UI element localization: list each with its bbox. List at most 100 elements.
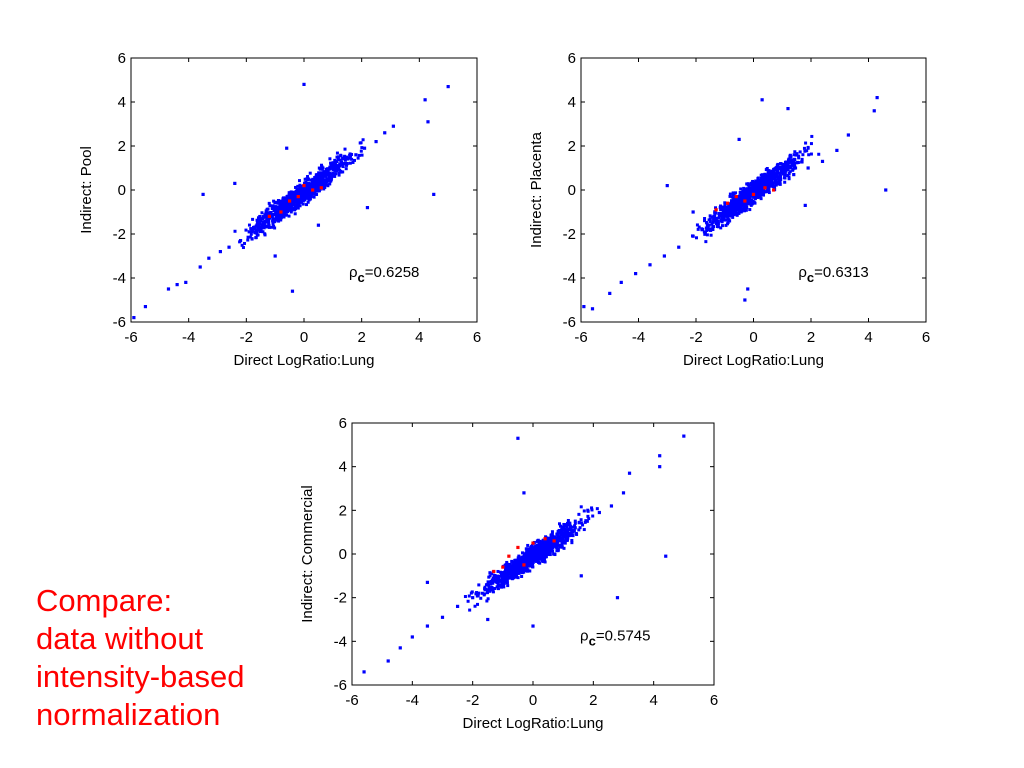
data-point bbox=[748, 198, 752, 202]
data-point bbox=[279, 201, 283, 205]
data-point bbox=[793, 150, 797, 154]
data-point bbox=[207, 256, 211, 260]
data-point bbox=[577, 512, 581, 516]
data-point bbox=[544, 539, 548, 543]
data-point bbox=[491, 588, 495, 592]
data-point bbox=[286, 197, 290, 201]
data-point bbox=[573, 526, 577, 530]
highlight-point bbox=[492, 569, 496, 574]
data-point bbox=[744, 195, 748, 199]
data-point bbox=[743, 209, 747, 213]
data-point bbox=[477, 591, 481, 595]
data-point bbox=[542, 550, 546, 554]
data-point bbox=[524, 567, 528, 571]
data-point bbox=[748, 208, 752, 212]
data-point bbox=[525, 548, 529, 552]
data-point bbox=[491, 581, 495, 585]
data-point bbox=[490, 585, 494, 589]
data-point bbox=[788, 160, 792, 164]
data-point bbox=[476, 593, 480, 597]
data-point bbox=[564, 532, 568, 536]
data-point bbox=[539, 543, 543, 547]
data-point bbox=[308, 197, 312, 201]
data-point bbox=[751, 199, 755, 203]
data-point bbox=[775, 163, 779, 167]
data-point bbox=[282, 198, 286, 202]
data-point bbox=[340, 160, 344, 164]
data-point bbox=[704, 240, 708, 244]
x-tick-label: 0 bbox=[749, 329, 757, 346]
data-point bbox=[753, 180, 757, 184]
data-point bbox=[665, 184, 669, 188]
data-point bbox=[314, 181, 318, 185]
data-point bbox=[714, 218, 718, 222]
data-point bbox=[563, 539, 567, 543]
data-point bbox=[537, 542, 541, 546]
highlight-point bbox=[714, 208, 718, 212]
data-point bbox=[255, 231, 259, 235]
data-point bbox=[542, 546, 546, 550]
data-point bbox=[778, 182, 782, 186]
data-point bbox=[540, 557, 544, 561]
data-point bbox=[658, 454, 662, 458]
data-point bbox=[540, 559, 544, 563]
data-point bbox=[305, 195, 309, 199]
data-point bbox=[268, 216, 272, 220]
data-point bbox=[767, 169, 771, 173]
data-point bbox=[835, 148, 839, 152]
data-point bbox=[313, 186, 317, 190]
data-point bbox=[310, 191, 314, 195]
data-point bbox=[517, 554, 521, 558]
y-tick-label: -6 bbox=[334, 677, 347, 694]
data-point bbox=[506, 571, 510, 575]
comparison-caption: Compare: data without intensity-based no… bbox=[36, 582, 326, 734]
data-point bbox=[785, 166, 789, 170]
data-point bbox=[797, 156, 801, 160]
data-point bbox=[308, 171, 312, 175]
x-tick-label: -2 bbox=[240, 329, 253, 346]
data-point bbox=[719, 208, 723, 212]
data-point bbox=[238, 239, 243, 243]
y-tick-label: -6 bbox=[113, 314, 126, 331]
data-point bbox=[270, 225, 274, 229]
data-point bbox=[313, 192, 317, 196]
data-point bbox=[273, 200, 277, 204]
data-point bbox=[770, 175, 774, 179]
data-point bbox=[338, 164, 342, 168]
data-point bbox=[410, 635, 414, 639]
data-point bbox=[497, 578, 501, 582]
data-point bbox=[733, 196, 737, 200]
y-tick-label: 4 bbox=[568, 94, 576, 111]
highlight-point bbox=[726, 201, 730, 205]
data-point bbox=[253, 230, 257, 234]
data-point bbox=[561, 539, 565, 543]
scatter-plot-commercial: -6 -4 -2 0 2 4 6 -6 -4 -2 0 2 4 6 Direct LogRatio:Lung… bbox=[299, 415, 718, 732]
rho-symbol: ρ bbox=[349, 264, 358, 281]
point-cloud bbox=[690, 134, 821, 244]
data-point bbox=[335, 160, 339, 164]
data-point bbox=[250, 237, 254, 241]
data-point bbox=[495, 576, 499, 580]
data-point bbox=[496, 587, 500, 591]
data-point bbox=[290, 202, 294, 206]
data-point bbox=[348, 156, 352, 160]
data-point bbox=[558, 539, 562, 543]
data-point bbox=[344, 167, 348, 171]
data-point bbox=[483, 588, 487, 592]
data-point bbox=[296, 184, 300, 188]
data-point bbox=[537, 545, 541, 550]
data-point bbox=[769, 184, 773, 188]
data-point bbox=[279, 216, 283, 220]
data-point bbox=[287, 214, 291, 218]
data-point bbox=[783, 180, 787, 184]
data-point bbox=[291, 197, 295, 201]
data-point bbox=[778, 162, 782, 166]
data-point bbox=[286, 210, 290, 214]
data-point bbox=[735, 211, 739, 215]
data-point bbox=[745, 205, 749, 209]
highlight-point bbox=[287, 199, 292, 203]
data-point bbox=[487, 575, 491, 579]
data-point bbox=[496, 583, 500, 587]
data-point bbox=[492, 578, 496, 582]
y-tick-label: -6 bbox=[563, 314, 576, 331]
